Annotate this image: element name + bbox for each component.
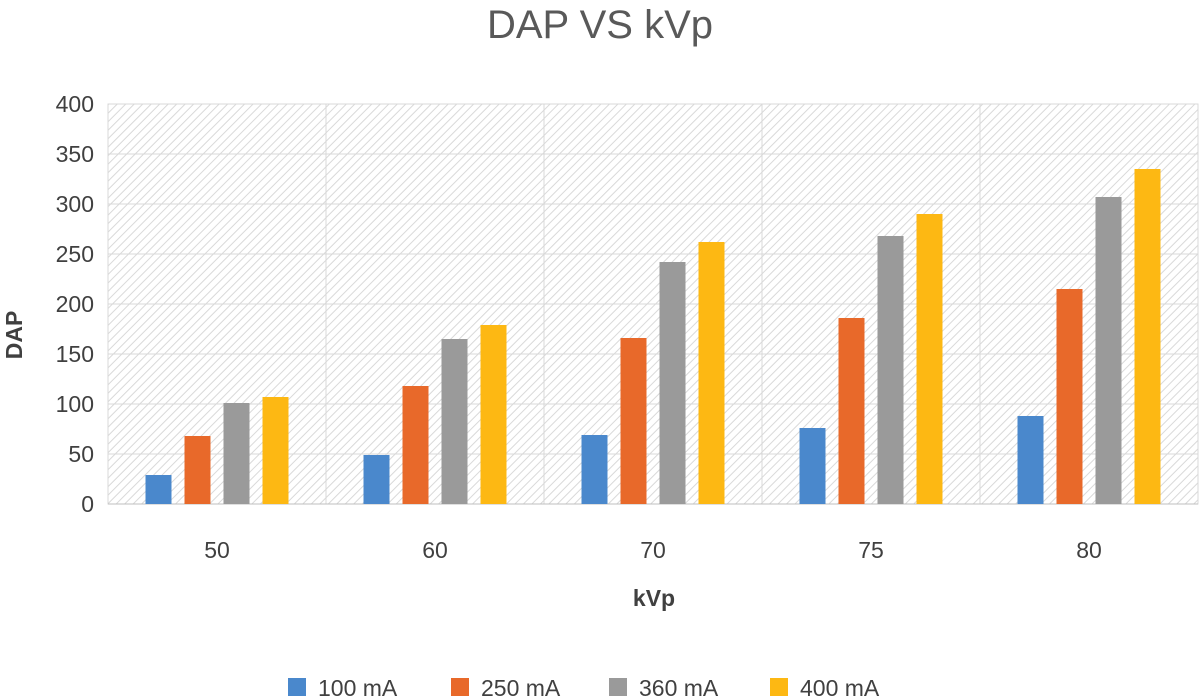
- y-axis-title: DAP: [1, 311, 27, 360]
- x-tick-label: 80: [1076, 537, 1102, 563]
- bar-400-ma-75: [916, 214, 943, 504]
- bar-100-ma-70: [581, 435, 608, 504]
- x-tick-label: 70: [640, 537, 666, 563]
- y-tick-label: 400: [56, 91, 94, 117]
- bar-360-ma-80: [1095, 197, 1122, 504]
- y-tick-label: 0: [81, 491, 94, 517]
- y-tick-label: 100: [56, 391, 94, 417]
- bar-360-ma-50: [223, 403, 250, 504]
- legend-swatch: [288, 678, 306, 696]
- bar-100-ma-60: [363, 455, 390, 504]
- bar-100-ma-75: [799, 428, 826, 504]
- legend-label: 360 mA: [639, 675, 719, 700]
- bar-400-ma-60: [480, 325, 507, 504]
- y-tick-label: 250: [56, 241, 94, 267]
- bar-400-ma-50: [262, 397, 289, 504]
- legend: 100 mA 250 mA 360 mA 400 mA: [288, 675, 880, 700]
- y-tick-label: 200: [56, 291, 94, 317]
- y-tick-label: 50: [68, 441, 94, 467]
- bar-250-ma-70: [620, 338, 647, 504]
- bar-360-ma-75: [877, 236, 904, 504]
- y-tick-label: 350: [56, 141, 94, 167]
- legend-label: 400 mA: [800, 675, 880, 700]
- bar-100-ma-80: [1017, 416, 1044, 504]
- bar-250-ma-50: [184, 436, 211, 504]
- bar-360-ma-60: [441, 339, 468, 504]
- bar-100-ma-50: [145, 475, 172, 504]
- legend-swatch: [609, 678, 627, 696]
- bar-250-ma-75: [838, 318, 865, 504]
- x-tick-label: 75: [858, 537, 884, 563]
- bar-400-ma-80: [1134, 169, 1161, 504]
- bar-250-ma-80: [1056, 289, 1083, 504]
- chart-title: DAP VS kVp: [487, 3, 713, 47]
- grid-lines: [108, 103, 1198, 505]
- bar-400-ma-70: [698, 242, 725, 504]
- y-tick-label: 150: [56, 341, 94, 367]
- bars: [145, 169, 1161, 504]
- x-axis-ticks: 50 60 70 75 80: [204, 537, 1102, 563]
- legend-swatch: [451, 678, 469, 696]
- legend-label: 250 mA: [481, 675, 561, 700]
- x-tick-label: 50: [204, 537, 230, 563]
- legend-swatch: [770, 678, 788, 696]
- y-axis-ticks: 0 50 100 150 200 250 300 350 400: [56, 91, 94, 517]
- y-tick-label: 300: [56, 191, 94, 217]
- x-axis-title: kVp: [633, 585, 675, 611]
- bar-360-ma-70: [659, 262, 686, 504]
- x-tick-label: 60: [422, 537, 448, 563]
- legend-label: 100 mA: [318, 675, 398, 700]
- bar-250-ma-60: [402, 386, 429, 504]
